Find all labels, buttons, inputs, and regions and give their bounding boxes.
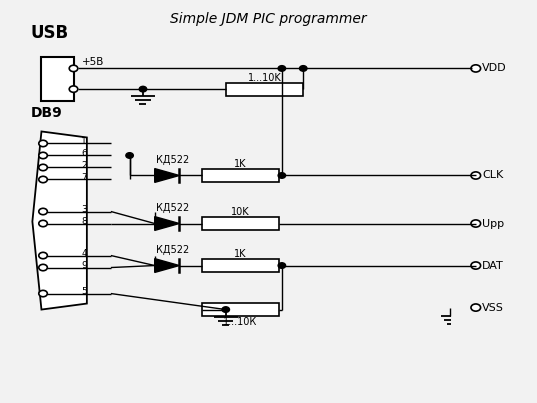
Circle shape: [278, 172, 286, 178]
Circle shape: [300, 66, 307, 71]
Text: 4: 4: [82, 249, 87, 258]
Polygon shape: [155, 168, 179, 183]
Text: Simple JDM PIC programmer: Simple JDM PIC programmer: [170, 12, 367, 27]
Bar: [202, 259, 279, 272]
Text: DB9: DB9: [31, 106, 62, 120]
Circle shape: [39, 176, 47, 183]
Circle shape: [471, 304, 481, 311]
Circle shape: [471, 65, 481, 72]
Circle shape: [126, 153, 133, 158]
Text: КД522: КД522: [156, 203, 189, 213]
Circle shape: [471, 172, 481, 179]
Circle shape: [278, 66, 286, 71]
Text: 7: 7: [81, 173, 87, 182]
Text: 1K: 1K: [234, 159, 246, 169]
Text: VSS: VSS: [482, 303, 504, 313]
Text: 1...10K: 1...10K: [248, 73, 281, 83]
Circle shape: [39, 140, 47, 147]
Text: Upp: Upp: [482, 218, 504, 229]
Text: 3: 3: [81, 205, 87, 214]
Text: 2: 2: [82, 161, 87, 170]
Circle shape: [69, 86, 78, 92]
Text: VDD: VDD: [482, 63, 507, 73]
Text: 1: 1: [81, 137, 87, 146]
Circle shape: [39, 208, 47, 215]
Circle shape: [471, 220, 481, 227]
Text: +5В: +5В: [82, 57, 104, 67]
Text: 10K: 10K: [231, 207, 250, 217]
Polygon shape: [32, 131, 87, 310]
Text: DAT: DAT: [482, 260, 504, 270]
Text: USB: USB: [31, 25, 69, 42]
Circle shape: [39, 220, 47, 227]
Circle shape: [471, 262, 481, 269]
Text: 1...10К: 1...10К: [223, 318, 258, 327]
Circle shape: [39, 264, 47, 271]
Circle shape: [39, 252, 47, 259]
Bar: [202, 303, 279, 316]
Circle shape: [39, 290, 47, 297]
Text: 6: 6: [81, 149, 87, 158]
Bar: [202, 217, 279, 230]
Circle shape: [139, 86, 147, 92]
Text: КД522: КД522: [156, 155, 189, 165]
Text: КД522: КД522: [156, 245, 189, 256]
Polygon shape: [155, 216, 179, 231]
Bar: [41, 57, 74, 102]
Circle shape: [278, 263, 286, 268]
Text: 1K: 1K: [234, 249, 246, 259]
Circle shape: [222, 307, 229, 312]
Circle shape: [39, 164, 47, 171]
Polygon shape: [155, 259, 179, 272]
Circle shape: [39, 152, 47, 159]
Text: 5: 5: [81, 287, 87, 296]
Text: 8: 8: [81, 217, 87, 226]
Text: CLK: CLK: [482, 170, 504, 181]
Bar: [226, 83, 303, 96]
Bar: [202, 169, 279, 182]
Text: 9: 9: [81, 261, 87, 270]
Circle shape: [69, 65, 78, 72]
